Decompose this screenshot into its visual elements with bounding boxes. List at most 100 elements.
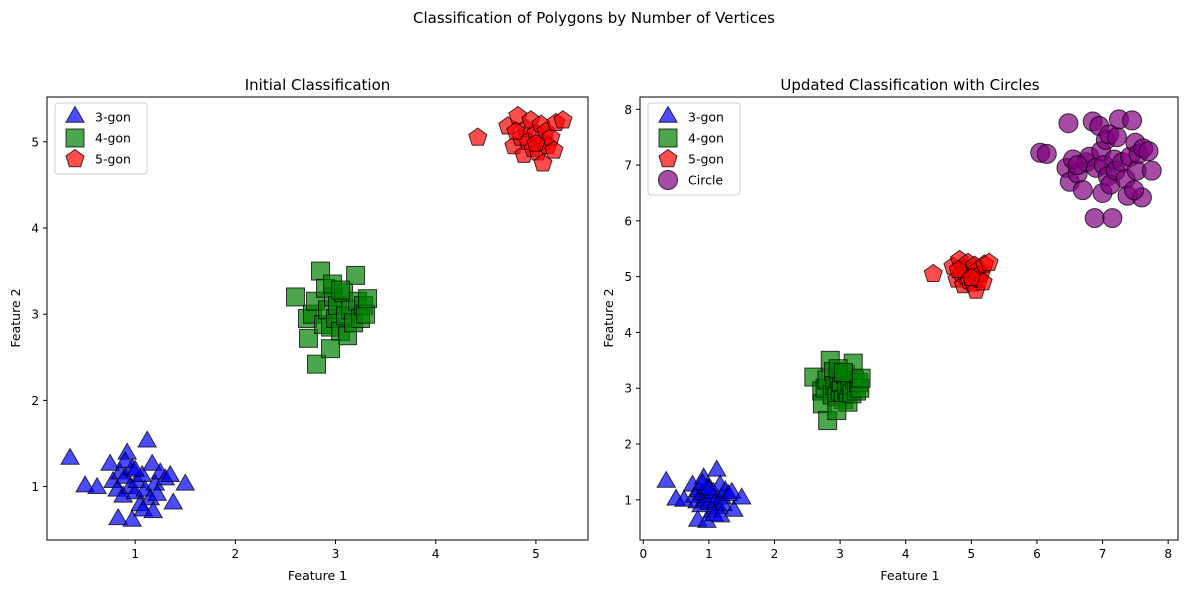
x-tick-label: 5 <box>532 547 540 561</box>
data-point-circle <box>1122 110 1143 131</box>
y-tick-label: 2 <box>624 438 632 452</box>
legend: 3-gon 4-gon 5-gon Circle <box>647 102 741 196</box>
y-tick-label: 4 <box>624 326 632 340</box>
x-tick-label: 4 <box>432 547 440 561</box>
data-point-4-gon <box>358 289 378 309</box>
data-point-3-gon <box>122 509 143 527</box>
y-tick-label: 1 <box>624 493 632 507</box>
axes-frame <box>639 96 1179 541</box>
figure-suptitle: Classification of Polygons by Number of … <box>413 9 775 27</box>
data-point-circle <box>1072 180 1093 201</box>
legend-label: 5-gon <box>688 152 724 167</box>
data-point-circle <box>1124 180 1145 201</box>
data-point-5-gon <box>533 153 553 172</box>
data-point-5-gon <box>923 263 943 283</box>
data-point-3-gon <box>175 473 196 491</box>
data-point-5-gon <box>526 133 546 152</box>
data-point-3-gon <box>710 505 731 523</box>
data-point-circle <box>1036 143 1057 164</box>
data-point-5-gon <box>961 267 981 286</box>
y-tick-label: 3 <box>624 382 632 396</box>
x-tick-label: 3 <box>332 547 340 561</box>
x-tick-label: 6 <box>1033 547 1041 561</box>
data-point-4-gon <box>321 339 341 359</box>
data-point-circle <box>1067 155 1088 176</box>
y-tick-label: 5 <box>31 135 39 149</box>
legend-label: 5-gon <box>95 152 131 167</box>
x-tick-label: 7 <box>1099 547 1107 561</box>
legend-label: Circle <box>688 173 723 188</box>
x-tick-label: 0 <box>639 547 647 561</box>
data-point-4-gon <box>298 328 318 348</box>
data-point-3-gon <box>87 476 108 495</box>
data-point-3-gon <box>160 464 181 482</box>
data-point-5-gon <box>948 259 968 279</box>
data-point-5-gon <box>506 121 526 140</box>
x-tick-label: 2 <box>771 547 779 561</box>
y-tick-label: 2 <box>31 394 39 408</box>
plot-area <box>656 109 1162 528</box>
data-point-3-gon <box>698 478 719 496</box>
panel-title: Updated Classification with Circles <box>780 76 1039 94</box>
data-point-4-gon <box>346 265 366 285</box>
data-point-3-gon <box>75 475 96 493</box>
legend-marker-4-gon <box>658 128 678 148</box>
panel-initial-classification: Initial Classification Feature 1 Feature… <box>8 76 589 583</box>
data-point-3-gon <box>142 453 163 471</box>
data-point-4-gon <box>285 287 305 307</box>
legend-marker-5-gon <box>658 148 678 168</box>
legend-label: 4-gon <box>688 131 724 146</box>
data-point-5-gon <box>979 252 999 271</box>
data-point-circle <box>1106 127 1127 148</box>
data-point-4-gon <box>827 401 847 421</box>
data-point-circle <box>1141 160 1162 181</box>
y-tick-label: 5 <box>624 270 632 284</box>
data-point-3-gon <box>721 481 742 499</box>
plot-area <box>60 105 573 527</box>
data-point-3-gon <box>100 453 121 471</box>
axes-frame <box>46 96 589 541</box>
data-point-3-gon <box>656 470 677 488</box>
legend-label: 3-gon <box>688 110 724 125</box>
data-point-circle <box>1138 141 1159 162</box>
y-tick-label: 4 <box>31 222 39 236</box>
data-point-3-gon <box>115 450 136 469</box>
data-point-3-gon <box>706 459 727 477</box>
data-point-circle <box>1058 113 1079 134</box>
data-point-3-gon <box>143 500 164 519</box>
x-tick-label: 5 <box>968 547 976 561</box>
data-point-5-gon <box>544 140 564 159</box>
data-point-3-gon <box>731 487 752 505</box>
legend-marker-5-gon <box>65 148 85 168</box>
legend: 3-gon 4-gon 5-gon <box>54 102 148 175</box>
x-axis-label: Feature 1 <box>288 568 347 583</box>
data-point-3-gon <box>147 483 168 501</box>
y-axis-label: Feature 2 <box>8 288 23 347</box>
y-tick-label: 8 <box>624 103 632 117</box>
data-point-5-gon <box>468 127 488 146</box>
panel-title: Initial Classification <box>245 76 391 94</box>
y-tick-label: 7 <box>624 159 632 173</box>
data-point-5-gon <box>553 110 573 129</box>
data-point-3-gon <box>723 499 744 517</box>
legend-marker-3-gon <box>65 105 85 123</box>
y-tick-label: 1 <box>31 480 39 494</box>
data-point-4-gon <box>851 368 871 388</box>
data-point-3-gon <box>137 430 158 448</box>
data-point-3-gon <box>60 447 81 465</box>
data-point-circle <box>1102 208 1123 229</box>
data-point-3-gon <box>163 492 184 510</box>
y-axis-label: Feature 2 <box>601 288 616 347</box>
x-axis-label: Feature 1 <box>880 568 939 583</box>
legend-marker-3-gon <box>658 105 678 123</box>
x-tick-label: 1 <box>131 547 139 561</box>
data-point-circle <box>1084 208 1105 229</box>
legend-label: 3-gon <box>95 110 131 125</box>
legend-marker-4-gon <box>65 128 85 148</box>
y-tick-label: 6 <box>624 214 632 228</box>
data-point-3-gon <box>108 507 129 526</box>
data-point-3-gon <box>125 459 146 477</box>
x-tick-label: 4 <box>902 547 910 561</box>
x-tick-label: 3 <box>836 547 844 561</box>
